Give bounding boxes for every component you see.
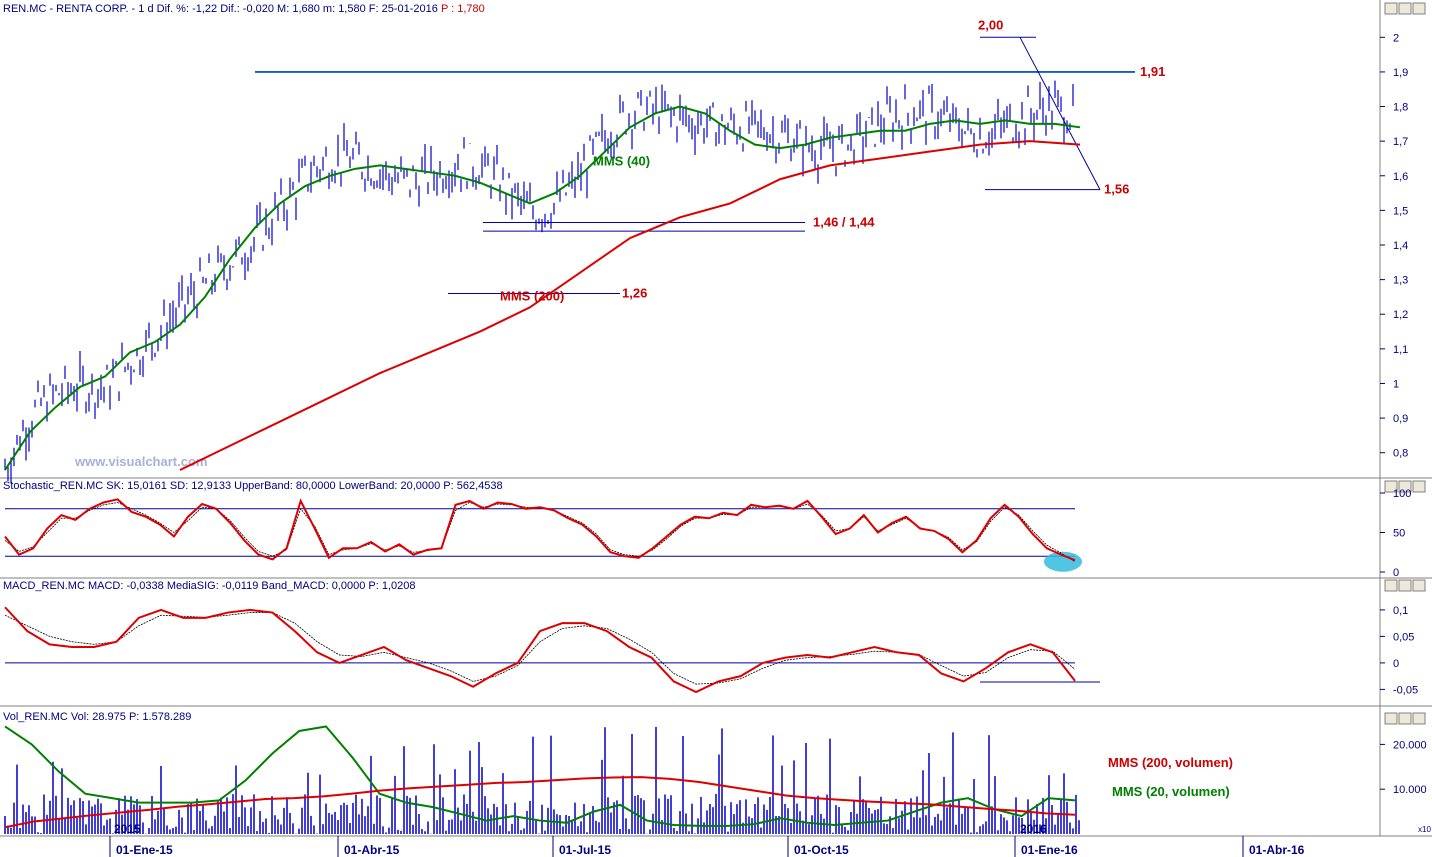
price-tick-label: 0,8 <box>1393 448 1408 460</box>
price-annotation: MMS (40) <box>593 153 650 168</box>
macd-label: MACD_REN.MC MACD: -0,0338 MediaSIG: -0,0… <box>3 580 415 592</box>
volume-tick-label: 20.000 <box>1393 739 1427 751</box>
stochastic-panel <box>0 479 1380 579</box>
x-tick-label: 01-Oct-15 <box>794 843 849 857</box>
chart-title: REN.MC - RENTA CORP. - 1 d Dif. %: -1,22… <box>3 3 485 15</box>
year-label: 2015 <box>114 822 141 836</box>
stoch-highlight <box>1044 551 1082 572</box>
x-tick-label: 01-Ene-15 <box>116 843 173 857</box>
volume-unit-label: x10 <box>1418 825 1431 834</box>
price-annotations: 2,00 1,91 1,56 1,46 / 1,44 1,26 MMS (40) MMS (… <box>500 17 1165 303</box>
stochastic-lines: 0 50 100 <box>4 488 1411 579</box>
price-candles <box>4 80 1074 483</box>
macd-panel-controls[interactable] <box>1384 579 1426 592</box>
macd-tick-label: 0 <box>1393 658 1399 670</box>
volume-mms20-line <box>4 725 1076 827</box>
stoch-tick-label: 100 <box>1393 488 1411 500</box>
price-tick-label: 1,7 <box>1393 136 1408 148</box>
macd-line <box>4 606 1076 694</box>
volume-mms200-annotation: MMS (200, volumen) <box>1108 755 1233 770</box>
price-tick-label: 1,1 <box>1393 344 1408 356</box>
mms40-line <box>4 105 1081 471</box>
x-axis: 01-Ene-15 01-Abr-15 01-Jul-15 01-Oct-15 01-E… <box>109 822 1305 857</box>
price-annotation: 2,00 <box>978 17 1003 32</box>
price-annotation: 1,56 <box>1104 182 1129 197</box>
x-tick-label: 01-Ene-16 <box>1021 843 1078 857</box>
x-tick-label: 01-Jul-15 <box>559 843 611 857</box>
price-annotation: 1,26 <box>622 285 647 300</box>
price-annotation: 1,91 <box>1140 64 1165 79</box>
volume-label: Vol_REN.MC Vol: 28.975 P: 1.578.289 <box>3 711 191 723</box>
price-tick-label: 1,3 <box>1393 275 1408 287</box>
stochastic-panel-controls[interactable] <box>1384 480 1426 493</box>
price-tick-label: 1 <box>1393 378 1399 390</box>
stoch-sk-line <box>4 498 1076 562</box>
watermark: www.visualchart.com <box>74 454 207 469</box>
price-tick-label: 1,6 <box>1393 171 1408 183</box>
x-tick-label: 01-Abr-15 <box>344 843 400 857</box>
stoch-tick-label: 50 <box>1393 528 1405 540</box>
price-tick-label: 1,4 <box>1393 240 1408 252</box>
price-tick-label: 0,9 <box>1393 413 1408 425</box>
macd-tick-label: -0,05 <box>1393 684 1418 696</box>
stoch-tick-label: 0 <box>1393 567 1399 579</box>
price-panel <box>0 0 1380 478</box>
price-tick-label: 2 <box>1393 32 1399 44</box>
price-panel-controls[interactable] <box>1384 2 1426 15</box>
volume-mms20-annotation: MMS (20, volumen) <box>1112 784 1230 799</box>
volume-mms200-line <box>4 776 1076 829</box>
price-tick-label: 1,9 <box>1393 67 1408 79</box>
macd-tick-label: 0,1 <box>1393 605 1408 617</box>
price-annotation: MMS (200) <box>500 288 564 303</box>
volume-tick-label: 10.000 <box>1393 784 1427 796</box>
volume-bars: 10.000 20.000 MMS (200, volumen) MMS (20, v… <box>4 725 1427 834</box>
macd-panel <box>0 579 1380 706</box>
macd-signal-line <box>4 612 1076 685</box>
macd-tick-label: 0,05 <box>1393 631 1414 643</box>
horizontal-trendline <box>1019 37 1101 190</box>
volume-panel <box>0 706 1380 836</box>
trendlines <box>255 36 1135 294</box>
stochastic-label: Stochastic_REN.MC SK: 15,0161 SD: 12,913… <box>3 480 503 492</box>
price-tick-label: 1,5 <box>1393 205 1408 217</box>
price-tick-label: 1,2 <box>1393 309 1408 321</box>
price-tick-label: 1,8 <box>1393 102 1408 114</box>
moving-averages <box>4 105 1081 471</box>
price-y-axis: 0,8 0,9 1 1,1 1,2 1,3 1,4 1,5 1,6 1,7 1,8 1,9 2 <box>1380 32 1408 460</box>
volume-panel-controls[interactable] <box>1384 712 1426 725</box>
mms200-line <box>179 140 1081 471</box>
year-label: 2016 <box>1020 822 1047 836</box>
price-annotation: 1,46 / 1,44 <box>813 215 875 230</box>
macd-lines: -0,05 0 0,05 0,1 <box>4 605 1418 696</box>
x-tick-label: 01-Abr-16 <box>1249 843 1305 857</box>
